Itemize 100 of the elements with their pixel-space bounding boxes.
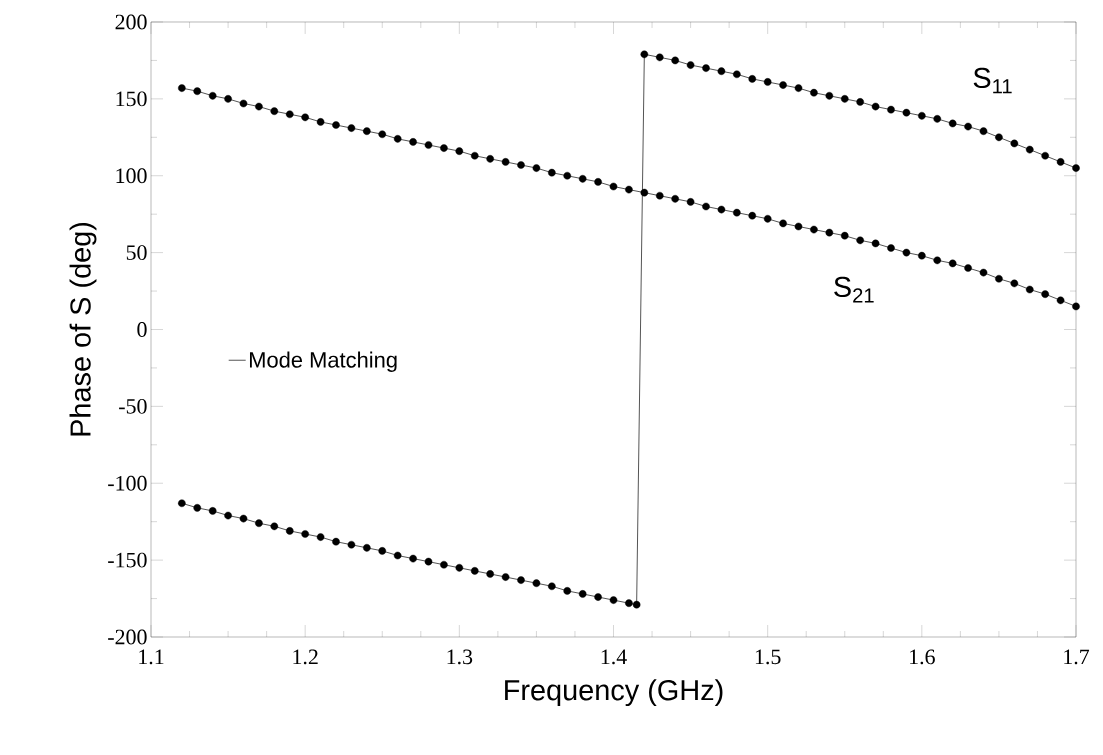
point xyxy=(933,115,942,123)
point xyxy=(686,61,695,69)
legend-label: Mode Matching xyxy=(249,351,397,372)
point xyxy=(470,151,479,160)
point xyxy=(270,522,279,531)
point xyxy=(655,191,664,200)
point xyxy=(316,118,325,126)
point xyxy=(1025,285,1034,294)
point xyxy=(548,582,556,591)
point xyxy=(979,127,988,135)
y-tick-label: 200 xyxy=(115,14,147,30)
point xyxy=(193,504,202,512)
point xyxy=(1025,145,1034,154)
point xyxy=(995,274,1003,283)
point xyxy=(239,514,248,523)
point xyxy=(871,102,880,111)
point xyxy=(948,119,957,128)
point xyxy=(470,567,479,575)
point xyxy=(208,92,217,100)
point xyxy=(1041,151,1049,160)
point xyxy=(748,75,757,83)
point xyxy=(578,175,587,183)
y-tick-label: -200 xyxy=(108,629,147,645)
point xyxy=(748,211,757,220)
point xyxy=(255,519,263,528)
point xyxy=(501,158,510,166)
point xyxy=(794,222,803,231)
x-tick-label: 1.6 xyxy=(910,649,935,665)
point xyxy=(717,67,726,75)
point xyxy=(594,178,602,186)
y-tick-label: 50 xyxy=(126,245,147,261)
point xyxy=(486,155,494,163)
point xyxy=(440,560,448,569)
point xyxy=(918,111,926,120)
point xyxy=(625,599,633,607)
point xyxy=(424,557,433,566)
point xyxy=(178,84,186,92)
point xyxy=(902,108,911,117)
point xyxy=(733,70,741,79)
point xyxy=(424,141,433,149)
y-axis-title: Phase of S (deg) xyxy=(69,222,97,436)
point xyxy=(224,511,232,520)
point xyxy=(671,195,679,203)
point xyxy=(332,537,340,546)
point xyxy=(1041,290,1049,298)
point xyxy=(640,50,649,59)
point xyxy=(763,78,772,86)
point xyxy=(625,185,633,194)
annotation: S$_{11}$ xyxy=(973,67,1012,94)
point xyxy=(270,107,279,115)
point xyxy=(887,105,895,114)
point xyxy=(1010,139,1019,148)
point xyxy=(255,102,263,111)
annotation: S$_{21}$ xyxy=(834,276,874,303)
point xyxy=(285,527,294,535)
point xyxy=(393,135,402,143)
point xyxy=(455,147,464,155)
point xyxy=(548,168,556,177)
point xyxy=(208,507,217,515)
point xyxy=(779,81,787,89)
point xyxy=(563,171,572,180)
y-tick-label: 100 xyxy=(116,168,147,184)
point xyxy=(532,579,541,587)
point xyxy=(933,256,942,265)
point xyxy=(609,182,618,191)
point xyxy=(1010,279,1019,288)
point xyxy=(671,56,679,65)
point xyxy=(440,144,448,152)
point xyxy=(316,533,325,541)
y-tick-label: 0 xyxy=(137,322,147,337)
point xyxy=(810,225,818,234)
point xyxy=(902,248,911,257)
point xyxy=(964,264,972,272)
point xyxy=(1072,302,1080,311)
point xyxy=(347,124,356,132)
point xyxy=(856,236,864,245)
x-tick-label: 1.4 xyxy=(601,649,627,665)
point xyxy=(779,219,787,228)
point xyxy=(193,87,202,95)
point xyxy=(285,110,294,119)
x-tick-label: 1.3 xyxy=(447,649,473,665)
point xyxy=(810,88,818,97)
point xyxy=(178,499,186,508)
point xyxy=(995,133,1003,142)
y-tick-label: -50 xyxy=(119,398,147,414)
point xyxy=(301,113,309,122)
point xyxy=(640,188,649,197)
point xyxy=(378,130,387,139)
x-tick-label: 1.7 xyxy=(1064,649,1090,665)
x-axis-title: Frequency (GHz) xyxy=(505,679,723,707)
point xyxy=(409,138,417,146)
point xyxy=(702,64,710,72)
y-tick-label: -100 xyxy=(108,475,147,491)
x-tick-label: 1.2 xyxy=(293,649,318,665)
point xyxy=(763,215,772,223)
point xyxy=(840,231,849,240)
x-tick-label: 1.5 xyxy=(755,649,781,665)
point xyxy=(979,268,988,277)
x-tick-label: 1.1 xyxy=(139,649,164,665)
point xyxy=(224,95,232,103)
